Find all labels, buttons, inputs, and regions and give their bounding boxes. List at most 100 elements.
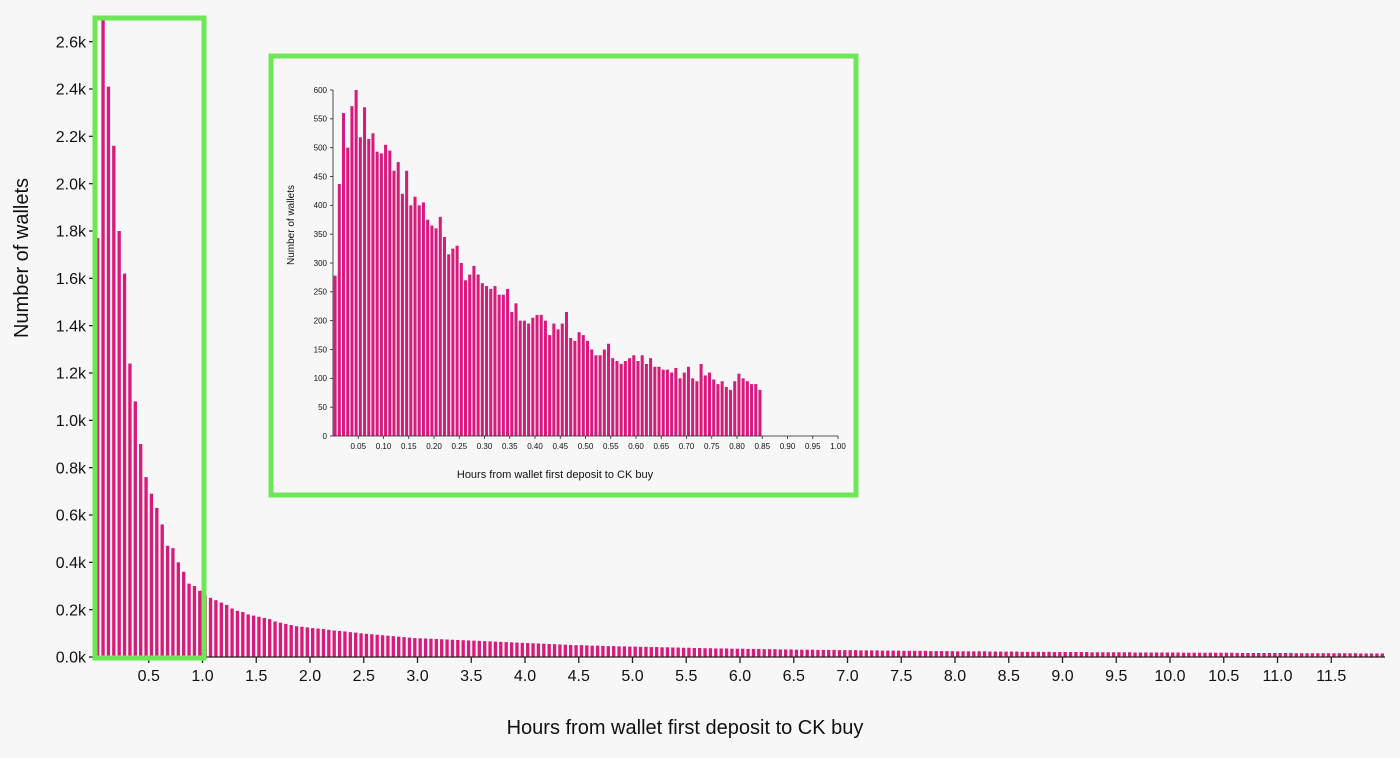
main-bar (870, 650, 874, 657)
inset-bar (678, 378, 682, 436)
main-bar (1004, 651, 1008, 657)
main-bar (552, 644, 557, 657)
main-bar (757, 648, 761, 657)
main-x-tick-label: 4.0 (514, 668, 536, 685)
main-bar (176, 562, 180, 657)
main-bar (1020, 651, 1024, 657)
inset-y-axis-label: Number of wallets (286, 185, 297, 265)
inset-bar (758, 389, 762, 436)
main-y-axis-label: Number of wallets (11, 178, 33, 338)
inset-x-tick-label: 0.50 (578, 442, 594, 451)
main-bar (139, 444, 143, 657)
main-x-tick-label: 8.5 (998, 668, 1020, 685)
main-bar (407, 637, 412, 657)
main-bars (96, 18, 1384, 658)
main-bar (499, 641, 503, 657)
inset-bar (392, 170, 396, 436)
main-bar (1353, 653, 1358, 657)
inset-bar (363, 107, 367, 437)
inset-bar (569, 337, 573, 436)
main-bar (440, 639, 444, 657)
main-bar (628, 646, 632, 657)
inset-y-tick-label: 600 (314, 86, 328, 95)
main-x-tick-label: 6.0 (729, 668, 751, 685)
inset-bar (632, 355, 636, 436)
inset-bar (337, 183, 341, 436)
main-bar (1063, 652, 1067, 657)
main-bar (1068, 652, 1073, 657)
inset-bar (480, 283, 484, 436)
inset-bar (527, 323, 531, 436)
main-bar (359, 633, 363, 657)
main-bar (1192, 652, 1196, 657)
main-bar (117, 231, 121, 657)
main-bar (370, 634, 374, 657)
main-y-tick-label: 0.8k (56, 460, 87, 477)
main-bar (542, 643, 546, 657)
main-x-tick-label: 2.0 (299, 668, 321, 685)
inset-bar (590, 349, 594, 436)
inset-bar (644, 363, 648, 436)
main-x-tick-label: 0.5 (138, 668, 160, 685)
inset-bar (699, 363, 703, 436)
main-bar (1375, 653, 1379, 657)
main-bar (397, 636, 401, 657)
main-x-tick-label: 10.5 (1208, 668, 1239, 685)
main-bar (558, 644, 562, 657)
main-bar (268, 619, 272, 657)
main-bar (1176, 652, 1180, 657)
inset-bar (384, 144, 388, 437)
main-bar (751, 648, 756, 657)
main-bar (316, 628, 320, 657)
main-bar (1300, 653, 1304, 657)
inset-bar (724, 386, 728, 436)
inset-bar (754, 384, 758, 436)
main-bar (698, 648, 702, 657)
main-bar (741, 648, 745, 657)
main-bar (182, 571, 186, 657)
main-bar (1122, 652, 1126, 657)
main-x-tick-label: 9.5 (1105, 668, 1127, 685)
inset-bar (741, 378, 745, 436)
main-bar (875, 650, 879, 657)
main-bar (617, 646, 621, 657)
main-bar (1160, 652, 1164, 657)
inset-y-tick-label: 100 (314, 374, 328, 383)
inset-bar (598, 355, 602, 436)
main-bar (1197, 652, 1202, 657)
main-bar (106, 86, 111, 658)
main-bar (595, 645, 600, 657)
main-bar (1117, 652, 1121, 657)
main-bar (1171, 652, 1175, 657)
inset-y-tick-label: 200 (314, 316, 328, 325)
inset-y-tick-label: 150 (314, 345, 328, 354)
inset-bar (455, 245, 459, 436)
inset-bar (379, 153, 383, 436)
main-y-tick-label: 1.8k (56, 224, 87, 241)
main-bar (1219, 652, 1223, 657)
main-bar (816, 649, 820, 657)
main-bar (1203, 652, 1207, 657)
main-bar (219, 602, 223, 657)
inset-bar (564, 312, 568, 436)
main-bar (1278, 652, 1282, 657)
inset-bar (695, 381, 699, 436)
main-bar (1144, 652, 1148, 657)
main-bar (1214, 652, 1218, 657)
inset-bar (451, 248, 455, 436)
main-bar (332, 630, 336, 657)
main-bar (585, 645, 589, 657)
main-bar (1283, 652, 1288, 657)
inset-bar (518, 320, 522, 436)
main-bar (714, 648, 718, 657)
inset-bar (358, 137, 362, 436)
inset-bar (737, 373, 741, 436)
inset-x-tick-label: 0.20 (426, 442, 442, 451)
main-bar (800, 649, 804, 657)
main-y-tick-label: 1.2k (56, 366, 87, 383)
main-bar (1348, 653, 1352, 657)
main-bar (300, 626, 304, 657)
inset-bar (442, 237, 446, 436)
main-bar (284, 623, 288, 657)
main-bar (1165, 652, 1169, 657)
